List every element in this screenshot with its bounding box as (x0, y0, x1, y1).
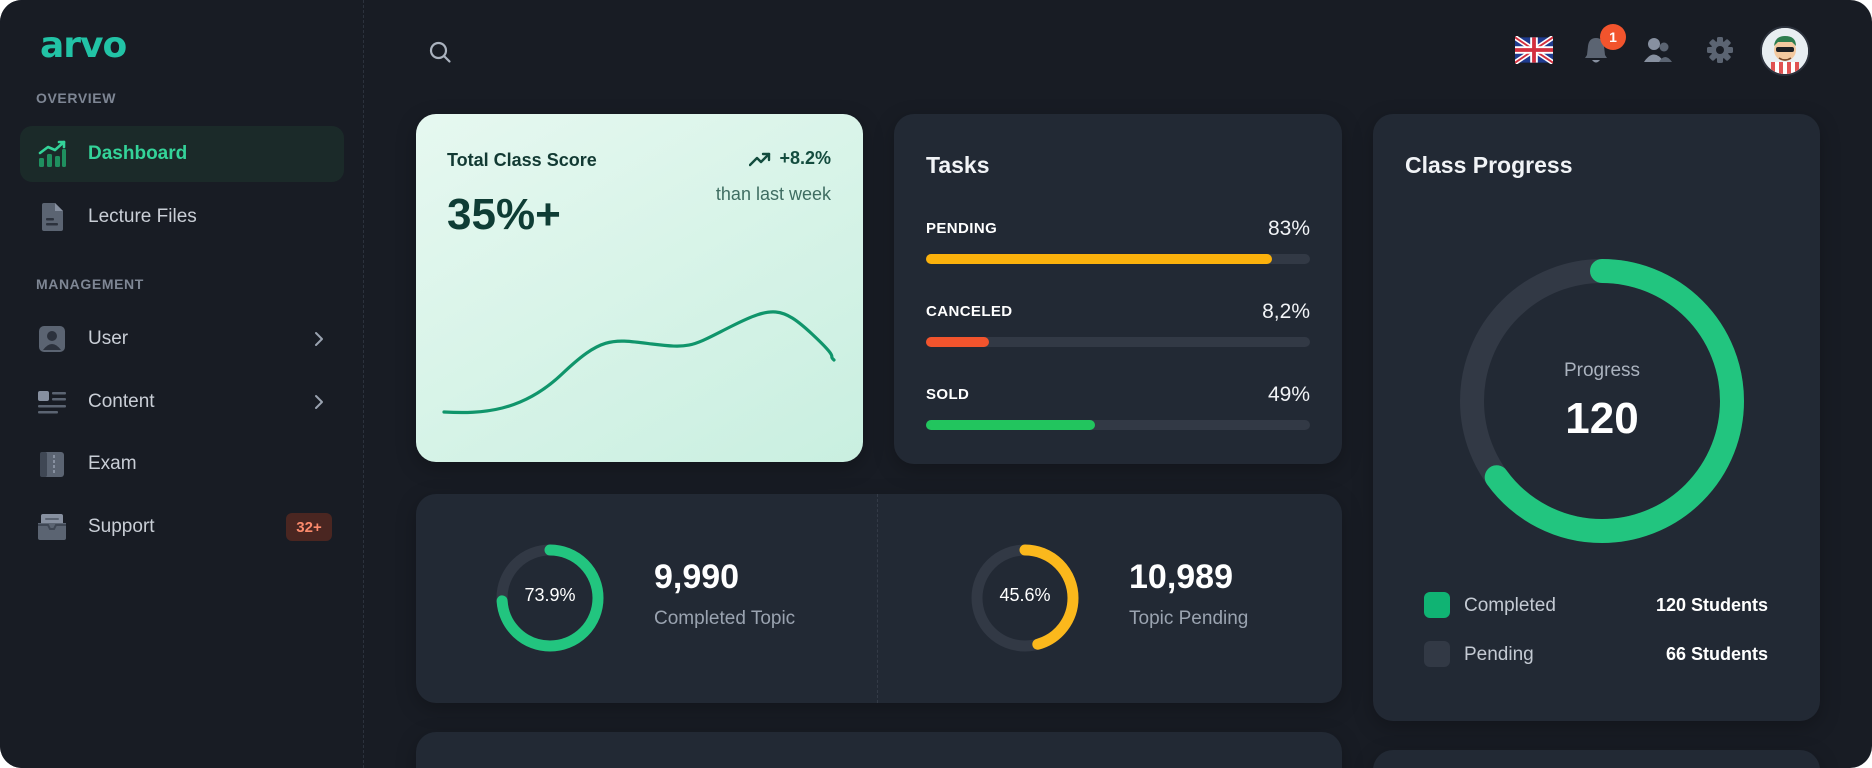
legend-swatch (1424, 592, 1450, 618)
chevron-right-icon (315, 395, 323, 409)
score-delta-caption: than last week (715, 184, 831, 204)
settings-button[interactable] (1698, 28, 1742, 72)
sidebar-item-label: User (88, 328, 129, 349)
task-progress-track (926, 254, 1310, 264)
sidebar-item-content[interactable]: Content (20, 374, 344, 430)
stat-value: 10,989 (1129, 558, 1233, 596)
user-avatar-button[interactable] (1760, 26, 1810, 76)
progress-ring-value: 120 (1565, 394, 1639, 443)
inbox-icon (36, 511, 68, 543)
task-progress-track (926, 337, 1310, 347)
sidebar-item-dashboard[interactable]: Dashboard (20, 126, 344, 182)
chevron-right-icon (315, 332, 323, 346)
class-progress-card: Class Progress Progress 120 Completed 12… (1373, 114, 1820, 721)
sidebar-item-lecture-files[interactable]: Lecture Files (20, 189, 344, 245)
sidebar-item-label: Support (88, 516, 155, 537)
score-trend-line (442, 310, 836, 415)
file-icon (36, 201, 68, 233)
sidebar-item-support[interactable]: Support 32+ (20, 499, 344, 555)
users-button[interactable] (1636, 28, 1680, 72)
sidebar-item-label: Dashboard (88, 143, 188, 164)
legend-name: Completed (1464, 595, 1556, 616)
score-trend-sparkline (442, 310, 836, 415)
topic-stats-card: 73.9% 9,990 Completed Topic 45.6% 10,989… (416, 494, 1342, 703)
language-button[interactable] (1512, 28, 1556, 72)
tasks-card: Tasks PENDING 83% CANCELED 8,2% SOLD 49% (894, 114, 1342, 464)
progress-ring: Progress 120 (1457, 256, 1747, 546)
users-icon (1644, 38, 1672, 62)
tasks-title: Tasks (926, 152, 990, 178)
sidebar-item-label: Lecture Files (88, 206, 197, 227)
stat-ring-svg (971, 544, 1079, 652)
legend-value: 120 Students (1655, 595, 1768, 615)
task-percent: 49% (1267, 383, 1310, 406)
sidebar-item-label: Exam (88, 453, 137, 474)
task-progress-fill (926, 337, 990, 347)
notification-count-badge: 1 (1600, 24, 1626, 50)
task-percent: 8,2% (1262, 300, 1310, 323)
legend-value: 66 Students (1665, 644, 1768, 664)
stat-ring: 73.9% (494, 542, 606, 654)
stat-ring-arc (496, 544, 604, 652)
chart-trend-icon (36, 138, 68, 170)
book-icon (36, 448, 68, 480)
stat-ring: 45.6% (969, 542, 1081, 654)
stat-ring-svg (496, 544, 604, 652)
progress-ring-svg (1460, 259, 1744, 543)
stat-ring-arc (971, 544, 1079, 652)
task-progress-fill (926, 254, 1272, 264)
task-name: SOLD (926, 386, 970, 403)
sidebar-item-user[interactable]: User (20, 311, 344, 367)
notifications-button[interactable]: 1 (1574, 24, 1626, 72)
sidebar: arvo OVERVIEW Dashboard (0, 0, 364, 768)
sidebar-item-label: Content (88, 391, 155, 412)
search-button[interactable] (428, 40, 452, 64)
search-icon (429, 41, 451, 63)
stats-divider (877, 494, 878, 703)
section-title-management: MANAGEMENT (36, 276, 144, 292)
task-name: PENDING (926, 220, 998, 237)
bottom-card-partial (416, 732, 1342, 768)
support-count-badge: 32+ (286, 513, 332, 541)
score-delta: +8.2% (749, 148, 831, 169)
uk-flag-icon (1515, 36, 1553, 64)
task-progress-track (926, 420, 1310, 430)
stat-value: 9,990 (654, 558, 740, 596)
score-value: 35%+ (447, 190, 561, 239)
score-delta-value: +8.2% (779, 148, 831, 168)
avatar-icon (1762, 28, 1808, 74)
app-logo[interactable]: arvo (40, 24, 152, 64)
topbar-actions: 1 (1512, 24, 1822, 76)
content-list-icon (36, 386, 68, 418)
stat-label: Topic Pending (1129, 608, 1249, 629)
stat-ring-percent: 73.9% (524, 585, 576, 605)
progress-ring-label: Progress (1563, 360, 1641, 381)
bottom-right-card-partial (1373, 750, 1820, 768)
class-progress-title: Class Progress (1405, 152, 1573, 178)
gear-icon (1707, 37, 1733, 63)
task-name: CANCELED (926, 303, 1013, 320)
user-icon (36, 323, 68, 355)
legend-swatch (1424, 641, 1450, 667)
legend-pending: Pending 66 Students (1424, 641, 1768, 669)
progress-ring-arc (1460, 259, 1744, 543)
trend-up-icon (749, 152, 771, 166)
total-class-score-card: Total Class Score 35%+ +8.2% than last w… (416, 114, 863, 462)
stat-label: Completed Topic (654, 608, 796, 629)
section-title-overview: OVERVIEW (36, 90, 117, 106)
score-card-title: Total Class Score (447, 150, 597, 170)
task-progress-fill (926, 420, 1095, 430)
legend-completed: Completed 120 Students (1424, 592, 1768, 620)
task-percent: 83% (1267, 217, 1310, 240)
stat-topic-pending: 45.6% 10,989 Topic Pending (969, 542, 1369, 654)
stat-ring-percent: 45.6% (999, 585, 1051, 605)
stat-completed-topic: 73.9% 9,990 Completed Topic (494, 542, 894, 654)
legend-name: Pending (1464, 644, 1534, 665)
sidebar-item-exam[interactable]: Exam (20, 436, 344, 492)
svg-text:arvo: arvo (40, 25, 127, 64)
